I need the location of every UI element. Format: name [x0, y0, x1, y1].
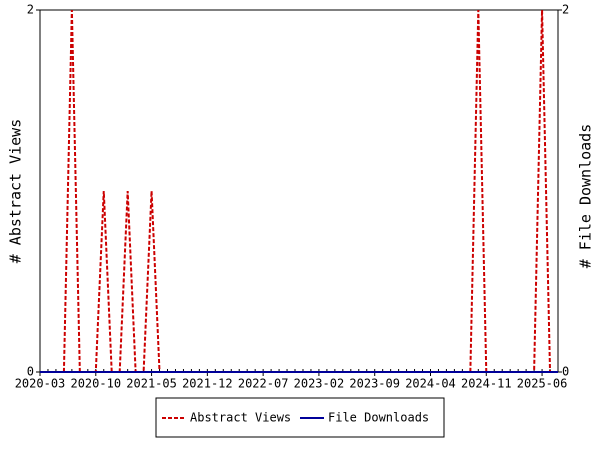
y2-tick-label: 2 — [562, 3, 569, 17]
y2-axis-title: # File Downloads — [577, 124, 595, 269]
x-tick-label: 2022-07 — [238, 377, 289, 391]
x-tick-label: 2020-03 — [15, 377, 66, 391]
x-tick-label: 2025-06 — [517, 377, 568, 391]
y-tick-label: 0 — [27, 365, 34, 379]
y-tick-label: 2 — [27, 3, 34, 17]
x-tick-label: 2023-02 — [294, 377, 345, 391]
x-tick-label: 2023-09 — [349, 377, 400, 391]
y2-tick-label: 0 — [562, 365, 569, 379]
x-tick-label: 2024-04 — [405, 377, 456, 391]
x-tick-label: 2021-05 — [126, 377, 177, 391]
x-tick-label: 2021-12 — [182, 377, 233, 391]
x-tick-label: 2024-11 — [461, 377, 512, 391]
legend-label: File Downloads — [328, 411, 429, 425]
x-tick-label: 2020-10 — [70, 377, 121, 391]
legend-label: Abstract Views — [190, 411, 291, 425]
y-axis-title: # Abstract Views — [7, 119, 25, 264]
